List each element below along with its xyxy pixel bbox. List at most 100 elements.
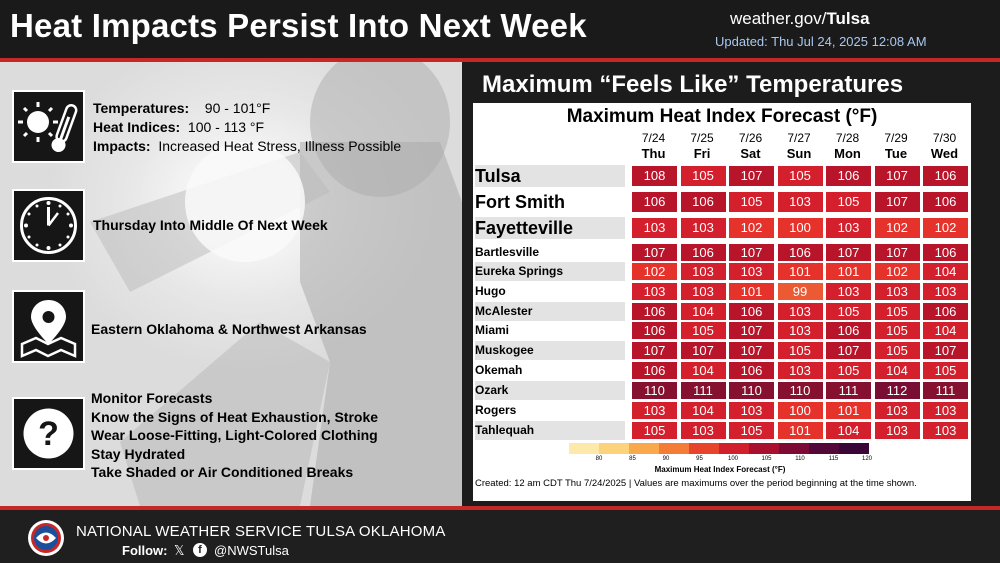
footer-bar [0, 510, 1000, 563]
forecast-cell: 110 [632, 382, 677, 399]
forecast-cell: 106 [632, 192, 677, 212]
column-date: 7/30 [932, 131, 957, 145]
column-day: Mon [834, 146, 861, 161]
forecast-cell: 103 [826, 218, 871, 238]
site-prefix: weather.gov/ [730, 9, 827, 28]
forecast-cell: 106 [923, 192, 968, 212]
forecast-cell: 106 [923, 166, 968, 186]
temperatures-row: Temperatures: 90 - 101°F [93, 99, 270, 118]
forecast-cell: 107 [826, 342, 871, 359]
legend-swatch [719, 443, 749, 454]
forecast-cell: 105 [923, 362, 968, 379]
forecast-cell: 104 [923, 322, 968, 339]
action-item: Take Shaded or Air Conditioned Breaks [91, 464, 354, 480]
heat-indices-row: Heat Indices: 100 - 113 °F [93, 118, 264, 137]
legend-tick: 100 [727, 456, 738, 462]
forecast-cell: 105 [826, 192, 871, 212]
forecast-cell: 111 [826, 382, 871, 399]
forecast-cell: 107 [729, 166, 774, 186]
forecast-cell: 101 [826, 402, 871, 419]
forecast-cell: 102 [632, 263, 677, 280]
forecast-cell: 104 [680, 303, 726, 320]
forecast-cell: 107 [680, 342, 726, 359]
forecast-cell: 111 [680, 382, 726, 399]
forecast-cell: 105 [680, 322, 726, 339]
action-item: Stay Hydrated [91, 445, 186, 462]
forecast-cell: 100 [777, 218, 823, 238]
forecast-cell: 105 [680, 166, 726, 186]
legend-tick: 80 [595, 456, 603, 462]
office-name: NATIONAL WEATHER SERVICE TULSA OKLAHOMA [76, 523, 446, 540]
forecast-cell: 104 [680, 402, 726, 419]
clock-icon [12, 189, 85, 262]
question-icon: ? [12, 397, 85, 470]
forecast-cell: 106 [826, 166, 871, 186]
forecast-cell: 106 [632, 322, 677, 339]
forecast-cell: 103 [680, 283, 726, 300]
legend-tick: 120 [861, 456, 872, 462]
column-date: 7/29 [884, 131, 908, 145]
social-handle[interactable]: @NWSTulsa [214, 543, 289, 558]
forecast-cell: 106 [923, 244, 968, 261]
actions-list: Monitor Forecasts Know the Signs of Heat… [91, 389, 378, 482]
column-date: 7/24 [641, 131, 666, 145]
forecast-cell: 111 [923, 382, 968, 399]
legend-tick: 115 [828, 456, 839, 462]
legend-swatch [839, 443, 869, 454]
forecast-cell: 107 [729, 342, 774, 359]
forecast-cell: 102 [729, 218, 774, 238]
forecast-cell: 103 [874, 402, 920, 419]
forecast-cell: 105 [826, 362, 871, 379]
forecast-cell: 100 [777, 402, 823, 419]
action-item: Wear Loose-Fitting, Light-Colored Clothi… [91, 427, 378, 443]
forecast-cell: 110 [729, 382, 774, 399]
column-day: Sun [786, 146, 812, 161]
city-label: Rogers [475, 401, 625, 420]
footer-divider [0, 506, 1000, 510]
forecast-cell: 106 [632, 362, 677, 379]
column-date: 7/28 [835, 131, 860, 145]
forecast-panel-title: Maximum “Feels Like” Temperatures [482, 71, 904, 98]
forecast-cell: 103 [826, 283, 871, 300]
facebook-icon[interactable]: f [193, 543, 207, 557]
forecast-cell: 105 [729, 192, 774, 212]
legend-swatch [569, 443, 599, 454]
city-label: Bartlesville [475, 243, 625, 262]
x-icon[interactable]: 𝕏 [174, 543, 185, 558]
forecast-cell: 103 [777, 192, 823, 212]
city-label: Muskogee [475, 341, 625, 360]
column-header: 7/28 Mon [824, 130, 871, 162]
legend-title: Maximum Heat Index Forecast (°F) [654, 465, 786, 474]
city-label: Tahlequah [475, 421, 625, 440]
city-label: Okemah [475, 361, 625, 380]
column-day: Fri [693, 146, 711, 161]
column-header: 7/27 Sun [776, 130, 823, 162]
column-date: 7/27 [787, 131, 811, 145]
forecast-cell: 105 [874, 322, 920, 339]
legend-tick: 90 [662, 456, 670, 462]
forecast-cell: 103 [874, 422, 920, 439]
forecast-cell: 103 [777, 322, 823, 339]
forecast-cell: 105 [632, 422, 677, 439]
forecast-cell: 107 [874, 166, 920, 186]
forecast-cell: 103 [632, 402, 677, 419]
forecast-cell: 102 [923, 218, 968, 238]
city-label: Tulsa [475, 165, 625, 187]
forecast-cell: 103 [923, 283, 968, 300]
city-label: Hugo [475, 282, 625, 301]
legend-swatch [779, 443, 809, 454]
column-header: 7/30 Wed [921, 130, 968, 162]
temperatures-value: 90 - 101°F [204, 100, 271, 116]
column-day: Wed [930, 146, 959, 161]
action-item: Monitor Forecasts [91, 390, 213, 406]
legend-tick: 95 [696, 456, 703, 462]
site-link[interactable]: weather.gov/Tulsa [730, 9, 870, 29]
forecast-cell: 101 [777, 422, 823, 439]
city-label: Fayetteville [475, 217, 625, 239]
map-pin-icon [12, 290, 85, 363]
forecast-cell: 103 [777, 303, 823, 320]
impacts-value: Increased Heat Stress, Illness Possible [158, 138, 402, 154]
city-label: Ozark [475, 381, 625, 400]
forecast-cell: 103 [632, 283, 677, 300]
forecast-cell: 106 [826, 322, 871, 339]
